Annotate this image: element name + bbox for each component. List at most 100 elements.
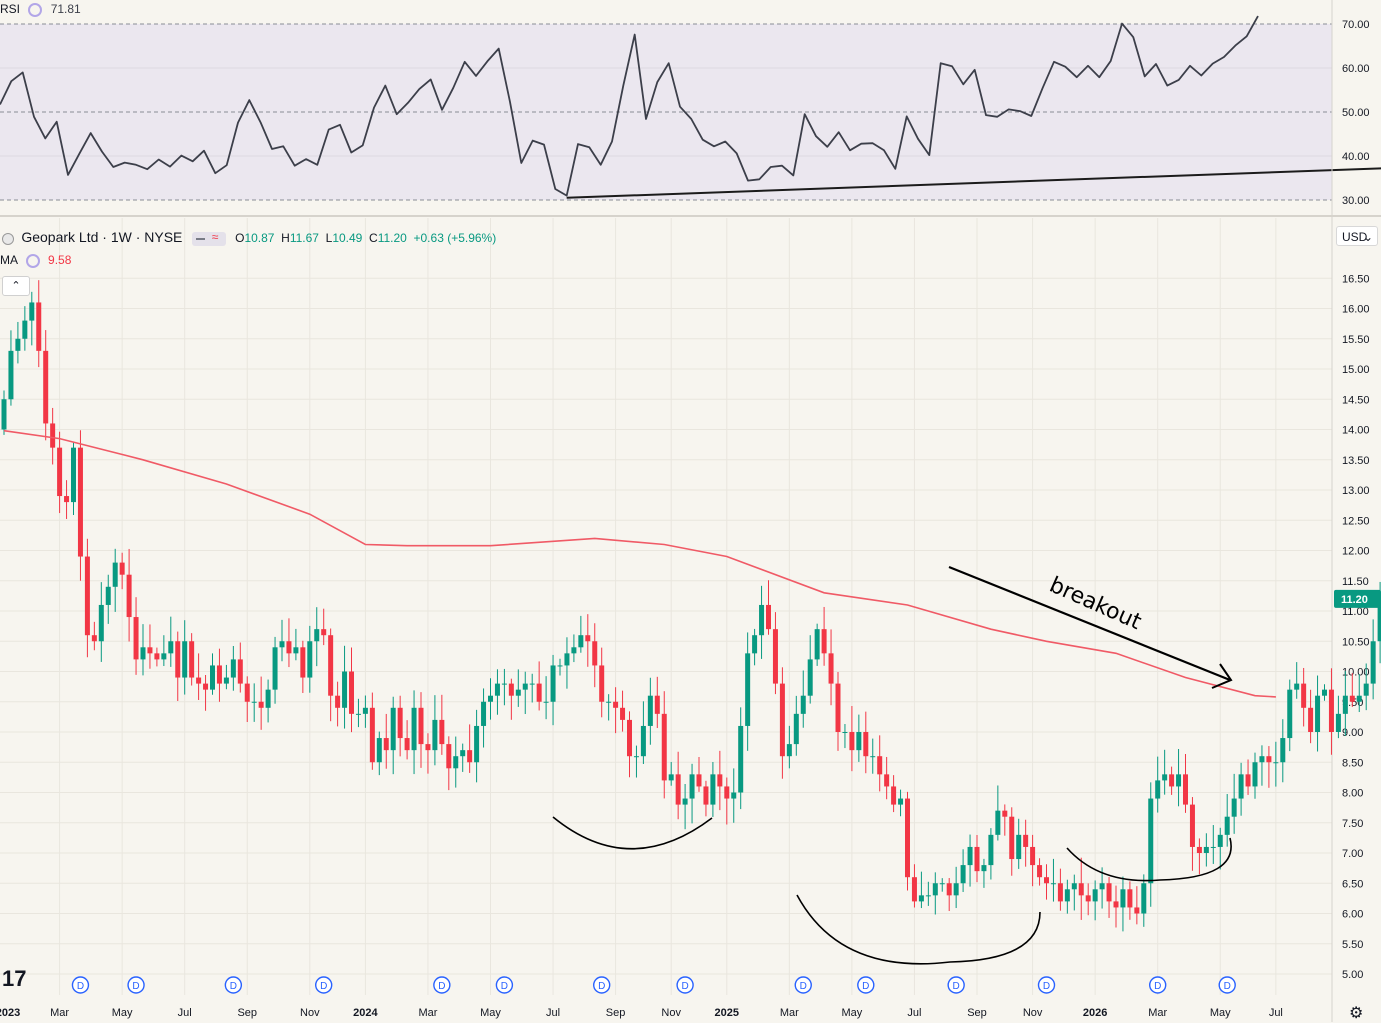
dividend-marker[interactable]: D [858, 977, 874, 993]
candle-body [78, 448, 83, 557]
candle-body [1065, 889, 1070, 901]
candle-body [551, 665, 556, 701]
dividend-marker[interactable]: D [1039, 977, 1055, 993]
candle-body [849, 732, 854, 750]
candle-body [293, 647, 298, 653]
candle-body [1044, 877, 1049, 883]
candle-body [1357, 696, 1362, 702]
candle-body [537, 684, 542, 702]
dividend-marker[interactable]: D [1150, 977, 1166, 993]
country-flag-icon [2, 233, 14, 245]
candle-body [822, 629, 827, 653]
candle-body [808, 659, 813, 695]
close-value: 11.20 [378, 231, 407, 245]
candle-body [15, 339, 20, 351]
indicator-settings-icon[interactable] [28, 3, 42, 17]
candle-body [1280, 738, 1285, 762]
candle-body [1232, 799, 1237, 817]
collapse-legend-button[interactable]: ⌃ [2, 276, 30, 296]
time-tick-label: Nov [300, 1007, 320, 1019]
candle-body [815, 629, 820, 659]
candle-body [453, 756, 458, 768]
candle-body [1225, 817, 1230, 835]
dividend-marker[interactable]: D [677, 977, 693, 993]
time-tick-label: Jul [546, 1007, 560, 1019]
candle-body [690, 774, 695, 798]
candle-body [585, 635, 590, 641]
candle-body [196, 678, 201, 684]
tradingview-logo[interactable]: 17 [2, 966, 26, 992]
candle-body [252, 702, 257, 703]
dividend-marker[interactable]: D [594, 977, 610, 993]
time-tick-label: 2024 [353, 1007, 378, 1019]
dividend-marker[interactable]: D [225, 977, 241, 993]
candle-body [676, 774, 681, 804]
candle-body [231, 659, 236, 677]
candle-body [495, 684, 500, 696]
candle-body [1329, 690, 1334, 732]
candle-body [856, 732, 861, 750]
candle-body [377, 738, 382, 762]
symbol-title[interactable]: Geopark Ltd · 1W · NYSE [21, 229, 182, 245]
candle-body [134, 617, 139, 659]
candle-body [1287, 690, 1292, 738]
candle-body [474, 726, 479, 762]
candle-body [995, 811, 1000, 835]
candle-body [1336, 714, 1341, 732]
settings-icon[interactable]: ⚙ [1349, 1003, 1363, 1023]
candle-body [189, 641, 194, 677]
candle-body [1009, 817, 1014, 859]
price-tick-label: 6.00 [1342, 909, 1363, 921]
currency-selector[interactable]: USD ⌄ [1336, 226, 1378, 246]
candle-body [766, 605, 771, 629]
dividend-marker-label: D [230, 981, 237, 992]
candle-body [926, 895, 931, 896]
candle-body [321, 629, 326, 635]
candle-body [759, 605, 764, 635]
dividend-marker[interactable]: D [72, 977, 88, 993]
price-tick-label: 7.00 [1342, 848, 1363, 860]
candle-body [280, 641, 285, 647]
change-value: +0.63 (+5.96%) [414, 231, 497, 245]
candle-body [363, 708, 368, 714]
time-tick-label: May [480, 1007, 501, 1019]
dividend-marker[interactable]: D [434, 977, 450, 993]
candle-body [314, 629, 319, 641]
candle-body [1023, 835, 1028, 847]
candle-body [1294, 684, 1299, 690]
candle-body [1350, 696, 1355, 702]
cup-arc-left [553, 817, 712, 849]
candle-body [1162, 774, 1167, 780]
legend-toggle-icon[interactable]: ≈ [192, 232, 226, 246]
candle-body [1079, 883, 1084, 895]
candle-body [405, 738, 410, 750]
price-tick-label: 16.50 [1342, 273, 1370, 285]
rsi-tick-label: 40.00 [1342, 151, 1370, 163]
dividend-marker-label: D [132, 981, 139, 992]
dividend-marker[interactable]: D [128, 977, 144, 993]
ma-settings-icon[interactable] [26, 254, 40, 268]
candle-body [1322, 690, 1327, 696]
candle-body [1030, 847, 1035, 865]
candle-body [467, 750, 472, 762]
dividend-marker[interactable]: D [496, 977, 512, 993]
candle-body [836, 684, 841, 732]
dividend-marker[interactable]: D [1219, 977, 1235, 993]
dividend-marker[interactable]: D [316, 977, 332, 993]
candle-body [1058, 883, 1063, 901]
dividend-marker-label: D [501, 981, 508, 992]
candle-body [641, 726, 646, 756]
candle-body [1093, 889, 1098, 901]
time-tick-label: Sep [237, 1007, 257, 1019]
open-value: 10.87 [244, 231, 274, 245]
price-tick-label: 14.50 [1342, 394, 1370, 406]
candle-body [780, 684, 785, 757]
candle-body [1155, 780, 1160, 798]
dividend-marker[interactable]: D [948, 977, 964, 993]
candle-body [933, 883, 938, 895]
dividend-marker[interactable]: D [795, 977, 811, 993]
candle-body [627, 720, 632, 756]
candle-body [1037, 865, 1042, 877]
dividend-marker-label: D [1224, 981, 1231, 992]
